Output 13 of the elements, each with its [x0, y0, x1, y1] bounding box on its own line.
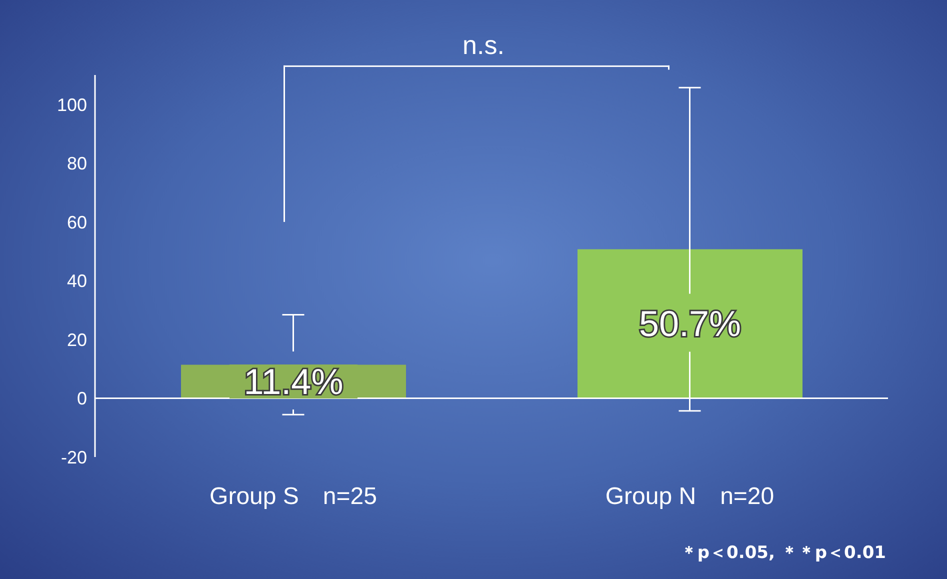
text: ＊p＜0.05, ＊＊p＜0.01 — [680, 543, 886, 563]
y-tick-label: 20 — [66, 330, 87, 350]
data-label: 11.4% — [244, 360, 344, 402]
y-tick-label: 40 — [66, 271, 87, 292]
y-tick-label: -20 — [60, 447, 87, 468]
x-tick-label: Group N n=20 — [605, 483, 774, 510]
y-tick-label: 0 — [76, 388, 87, 409]
y-tick-label: 100 — [56, 94, 87, 115]
y-tick-label: 80 — [66, 154, 87, 174]
y-tick-label: 60 — [66, 212, 87, 232]
data-label: 50.7% — [638, 303, 742, 344]
text: n.s. — [462, 30, 504, 60]
x-tick-label: Group S n=25 — [210, 483, 377, 510]
